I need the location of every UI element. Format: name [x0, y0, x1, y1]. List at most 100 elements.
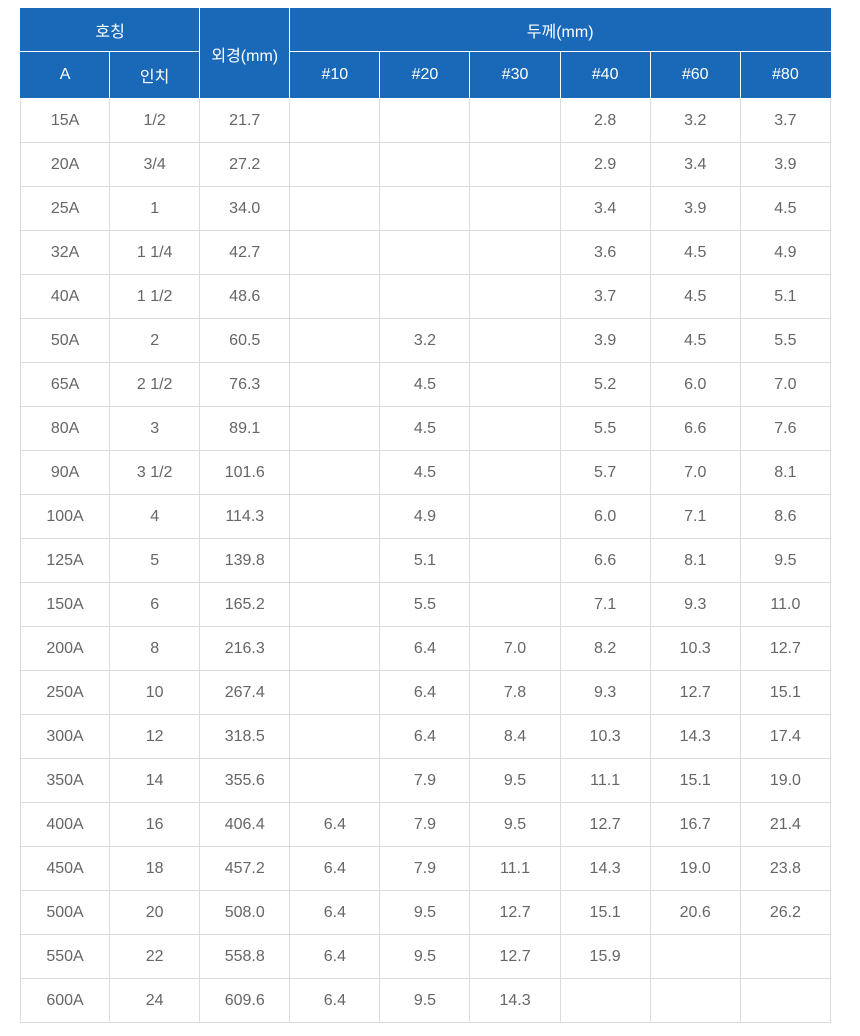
cell-size-a: 90A — [19, 450, 111, 495]
cell-sch30: 7.0 — [469, 626, 561, 671]
cell-sch20 — [379, 142, 471, 187]
cell-sch10 — [289, 406, 381, 451]
cell-sch80: 11.0 — [739, 582, 832, 627]
cell-sch30 — [469, 142, 561, 187]
header-schedule-80: #80 — [739, 51, 832, 99]
cell-sch40: 15.9 — [559, 934, 651, 979]
cell-sch60 — [649, 978, 741, 1023]
cell-sch40: 14.3 — [559, 846, 651, 891]
cell-sch80: 3.9 — [739, 142, 832, 187]
cell-sch20 — [379, 274, 471, 319]
cell-outer-diameter: 457.2 — [199, 846, 291, 891]
cell-sch60: 15.1 — [649, 758, 741, 803]
cell-size-inch: 22 — [109, 934, 201, 979]
cell-sch80: 21.4 — [739, 802, 832, 847]
cell-sch60: 10.3 — [649, 626, 741, 671]
cell-size-a: 300A — [19, 714, 111, 759]
header-schedule-20: #20 — [379, 51, 471, 99]
cell-outer-diameter: 558.8 — [199, 934, 291, 979]
cell-sch60: 12.7 — [649, 670, 741, 715]
table-body: 15A 1/2 21.7 2.8 3.2 3.7 20A 3/4 27.2 2.9 3.4 3.9 25… — [19, 98, 832, 1023]
cell-sch20 — [379, 186, 471, 231]
pipe-spec-table-container: 호칭 외경(mm) 두께(mm) A 인치 #10 #20 #30 #40 #6… — [19, 8, 832, 1023]
table-row: 500A 20 508.0 6.4 9.5 12.7 15.1 20.6 26.2 — [19, 890, 832, 935]
table-row: 550A 22 558.8 6.4 9.5 12.7 15.9 — [19, 934, 832, 979]
cell-outer-diameter: 165.2 — [199, 582, 291, 627]
cell-size-inch: 5 — [109, 538, 201, 583]
cell-size-inch: 8 — [109, 626, 201, 671]
header-schedule-60: #60 — [649, 51, 741, 99]
cell-sch80: 23.8 — [739, 846, 832, 891]
cell-sch40: 5.2 — [559, 362, 651, 407]
cell-size-inch: 1 1/2 — [109, 274, 201, 319]
cell-outer-diameter: 267.4 — [199, 670, 291, 715]
cell-sch30: 9.5 — [469, 758, 561, 803]
cell-size-inch: 20 — [109, 890, 201, 935]
cell-sch30: 12.7 — [469, 934, 561, 979]
table-row: 40A 1 1/2 48.6 3.7 4.5 5.1 — [19, 274, 832, 319]
cell-size-inch: 14 — [109, 758, 201, 803]
cell-size-a: 600A — [19, 978, 111, 1023]
cell-size-a: 250A — [19, 670, 111, 715]
table-row: 65A 2 1/2 76.3 4.5 5.2 6.0 7.0 — [19, 362, 832, 407]
cell-size-inch: 1 1/4 — [109, 230, 201, 275]
cell-size-a: 350A — [19, 758, 111, 803]
table-row: 350A 14 355.6 7.9 9.5 11.1 15.1 19.0 — [19, 758, 832, 803]
cell-sch80: 19.0 — [739, 758, 832, 803]
cell-sch10 — [289, 582, 381, 627]
cell-sch30 — [469, 538, 561, 583]
cell-sch60: 4.5 — [649, 230, 741, 275]
cell-size-inch: 1/2 — [109, 98, 201, 143]
table-row: 80A 3 89.1 4.5 5.5 6.6 7.6 — [19, 406, 832, 451]
cell-sch30: 12.7 — [469, 890, 561, 935]
cell-size-a: 500A — [19, 890, 111, 935]
cell-size-a: 40A — [19, 274, 111, 319]
cell-sch60: 3.9 — [649, 186, 741, 231]
cell-sch20: 9.5 — [379, 978, 471, 1023]
cell-sch80: 3.7 — [739, 98, 832, 143]
header-outer-diameter: 외경(mm) — [199, 8, 291, 99]
cell-size-a: 150A — [19, 582, 111, 627]
cell-sch30 — [469, 230, 561, 275]
cell-sch10: 6.4 — [289, 978, 381, 1023]
cell-sch60: 14.3 — [649, 714, 741, 759]
cell-sch60: 6.0 — [649, 362, 741, 407]
cell-sch60: 6.6 — [649, 406, 741, 451]
cell-sch20: 4.5 — [379, 406, 471, 451]
cell-sch40: 7.1 — [559, 582, 651, 627]
cell-sch20: 3.2 — [379, 318, 471, 363]
cell-sch80: 4.9 — [739, 230, 832, 275]
cell-sch40: 5.5 — [559, 406, 651, 451]
cell-outer-diameter: 318.5 — [199, 714, 291, 759]
cell-sch10 — [289, 670, 381, 715]
table-row: 32A 1 1/4 42.7 3.6 4.5 4.9 — [19, 230, 832, 275]
cell-sch40: 11.1 — [559, 758, 651, 803]
cell-sch40: 15.1 — [559, 890, 651, 935]
cell-size-inch: 3/4 — [109, 142, 201, 187]
cell-sch60 — [649, 934, 741, 979]
cell-outer-diameter: 139.8 — [199, 538, 291, 583]
cell-sch10 — [289, 230, 381, 275]
cell-sch40: 2.8 — [559, 98, 651, 143]
cell-sch80: 8.1 — [739, 450, 832, 495]
cell-size-a: 100A — [19, 494, 111, 539]
cell-size-a: 50A — [19, 318, 111, 363]
cell-sch10 — [289, 758, 381, 803]
cell-sch80: 12.7 — [739, 626, 832, 671]
cell-sch30: 7.8 — [469, 670, 561, 715]
cell-size-a: 80A — [19, 406, 111, 451]
cell-sch40: 3.9 — [559, 318, 651, 363]
cell-size-inch: 2 — [109, 318, 201, 363]
cell-outer-diameter: 406.4 — [199, 802, 291, 847]
cell-sch40: 3.4 — [559, 186, 651, 231]
cell-outer-diameter: 21.7 — [199, 98, 291, 143]
cell-sch30: 11.1 — [469, 846, 561, 891]
header-size-a: A — [19, 51, 111, 99]
cell-sch30 — [469, 98, 561, 143]
cell-size-inch: 12 — [109, 714, 201, 759]
cell-sch10 — [289, 142, 381, 187]
header-nominal: 호칭 — [19, 8, 201, 52]
cell-size-inch: 1 — [109, 186, 201, 231]
cell-sch60: 8.1 — [649, 538, 741, 583]
cell-sch80: 5.5 — [739, 318, 832, 363]
